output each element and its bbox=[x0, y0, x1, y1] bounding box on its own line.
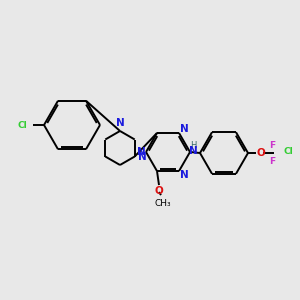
Text: H: H bbox=[190, 141, 196, 150]
Text: N: N bbox=[138, 152, 146, 161]
Text: N: N bbox=[136, 147, 146, 157]
Text: Cl: Cl bbox=[17, 121, 27, 130]
Text: O: O bbox=[256, 148, 266, 158]
Text: N: N bbox=[180, 124, 188, 134]
Text: N: N bbox=[180, 170, 188, 180]
Text: F: F bbox=[269, 157, 275, 166]
Text: F: F bbox=[269, 140, 275, 149]
Text: O: O bbox=[154, 186, 164, 196]
Text: N: N bbox=[116, 118, 124, 128]
Text: Cl: Cl bbox=[284, 148, 294, 157]
Text: CH₃: CH₃ bbox=[155, 199, 171, 208]
Text: N: N bbox=[189, 146, 197, 155]
